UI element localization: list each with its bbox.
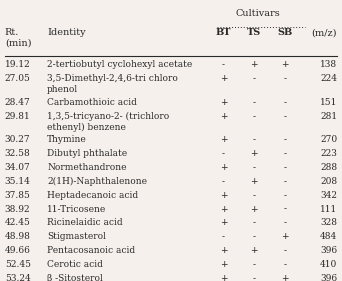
- Text: +: +: [250, 246, 258, 255]
- Text: 151: 151: [320, 98, 337, 107]
- Text: 396: 396: [320, 274, 337, 281]
- Text: -: -: [283, 149, 286, 158]
- Text: SB: SB: [277, 28, 292, 37]
- Text: -: -: [283, 74, 286, 83]
- Text: +: +: [220, 98, 227, 107]
- Text: 2(1H)-Naphthalenone: 2(1H)-Naphthalenone: [47, 177, 147, 186]
- Text: 342: 342: [320, 191, 337, 200]
- Text: 19.12: 19.12: [5, 60, 30, 69]
- Text: +: +: [220, 260, 227, 269]
- Text: +: +: [250, 205, 258, 214]
- Text: β -Sitosterol: β -Sitosterol: [47, 274, 103, 281]
- Text: -: -: [253, 163, 255, 172]
- Text: -: -: [222, 177, 225, 186]
- Text: 49.66: 49.66: [5, 246, 31, 255]
- Text: Heptadecanoic acid: Heptadecanoic acid: [47, 191, 138, 200]
- Text: -: -: [253, 232, 255, 241]
- Text: +: +: [220, 74, 227, 83]
- Text: -: -: [253, 274, 255, 281]
- Text: 224: 224: [320, 74, 337, 83]
- Text: 38.92: 38.92: [5, 205, 30, 214]
- Text: Rt.
(min): Rt. (min): [5, 28, 31, 47]
- Text: 34.07: 34.07: [5, 163, 30, 172]
- Text: TS: TS: [247, 28, 261, 37]
- Text: +: +: [250, 149, 258, 158]
- Text: Ricinelaidic acid: Ricinelaidic acid: [47, 218, 123, 227]
- Text: 2-tertiobutyl cyclohexyl acetate: 2-tertiobutyl cyclohexyl acetate: [47, 60, 193, 69]
- Text: 288: 288: [320, 163, 337, 172]
- Text: 32.58: 32.58: [5, 149, 30, 158]
- Text: +: +: [250, 177, 258, 186]
- Text: 1,3,5-tricyano-2- (trichloro
ethenyl) benzene: 1,3,5-tricyano-2- (trichloro ethenyl) be…: [47, 112, 169, 132]
- Text: 111: 111: [320, 205, 337, 214]
- Text: -: -: [253, 112, 255, 121]
- Text: -: -: [283, 260, 286, 269]
- Text: 37.85: 37.85: [5, 191, 31, 200]
- Text: -: -: [283, 218, 286, 227]
- Text: -: -: [222, 149, 225, 158]
- Text: -: -: [283, 135, 286, 144]
- Text: 11-Tricosene: 11-Tricosene: [47, 205, 106, 214]
- Text: Pentacosanoic acid: Pentacosanoic acid: [47, 246, 135, 255]
- Text: +: +: [220, 112, 227, 121]
- Text: -: -: [253, 74, 255, 83]
- Text: 138: 138: [320, 60, 337, 69]
- Text: +: +: [220, 191, 227, 200]
- Text: -: -: [283, 177, 286, 186]
- Text: 28.47: 28.47: [5, 98, 30, 107]
- Text: -: -: [253, 135, 255, 144]
- Text: 410: 410: [320, 260, 337, 269]
- Text: -: -: [283, 112, 286, 121]
- Text: 35.14: 35.14: [5, 177, 31, 186]
- Text: 281: 281: [320, 112, 337, 121]
- Text: -: -: [283, 98, 286, 107]
- Text: 328: 328: [320, 218, 337, 227]
- Text: Cerotic acid: Cerotic acid: [47, 260, 103, 269]
- Text: +: +: [220, 246, 227, 255]
- Text: 270: 270: [320, 135, 337, 144]
- Text: 27.05: 27.05: [5, 74, 31, 83]
- Text: -: -: [283, 163, 286, 172]
- Text: -: -: [253, 98, 255, 107]
- Text: +: +: [281, 274, 288, 281]
- Text: -: -: [222, 60, 225, 69]
- Text: 396: 396: [320, 246, 337, 255]
- Text: -: -: [222, 232, 225, 241]
- Text: +: +: [220, 274, 227, 281]
- Text: 30.27: 30.27: [5, 135, 30, 144]
- Text: (m/z): (m/z): [312, 28, 337, 37]
- Text: +: +: [220, 163, 227, 172]
- Text: Stigmasterol: Stigmasterol: [47, 232, 106, 241]
- Text: -: -: [283, 205, 286, 214]
- Text: Cultivars: Cultivars: [235, 9, 280, 18]
- Text: 48.98: 48.98: [5, 232, 31, 241]
- Text: 29.81: 29.81: [5, 112, 30, 121]
- Text: 484: 484: [320, 232, 337, 241]
- Text: +: +: [220, 205, 227, 214]
- Text: -: -: [253, 218, 255, 227]
- Text: +: +: [250, 60, 258, 69]
- Text: Thymine: Thymine: [47, 135, 87, 144]
- Text: +: +: [281, 232, 288, 241]
- Text: +: +: [281, 60, 288, 69]
- Text: -: -: [253, 260, 255, 269]
- Text: BT: BT: [216, 28, 231, 37]
- Text: 208: 208: [320, 177, 337, 186]
- Text: Identity: Identity: [47, 28, 86, 37]
- Text: 3,5-Dimethyl-2,4,6-tri chloro
phenol: 3,5-Dimethyl-2,4,6-tri chloro phenol: [47, 74, 178, 94]
- Text: 53.24: 53.24: [5, 274, 30, 281]
- Text: -: -: [283, 191, 286, 200]
- Text: 223: 223: [320, 149, 337, 158]
- Text: Carbamothioic acid: Carbamothioic acid: [47, 98, 137, 107]
- Text: Dibutyl phthalate: Dibutyl phthalate: [47, 149, 127, 158]
- Text: 42.45: 42.45: [5, 218, 31, 227]
- Text: Normethandrone: Normethandrone: [47, 163, 127, 172]
- Text: +: +: [220, 135, 227, 144]
- Text: -: -: [253, 191, 255, 200]
- Text: -: -: [283, 246, 286, 255]
- Text: 52.45: 52.45: [5, 260, 31, 269]
- Text: +: +: [220, 218, 227, 227]
